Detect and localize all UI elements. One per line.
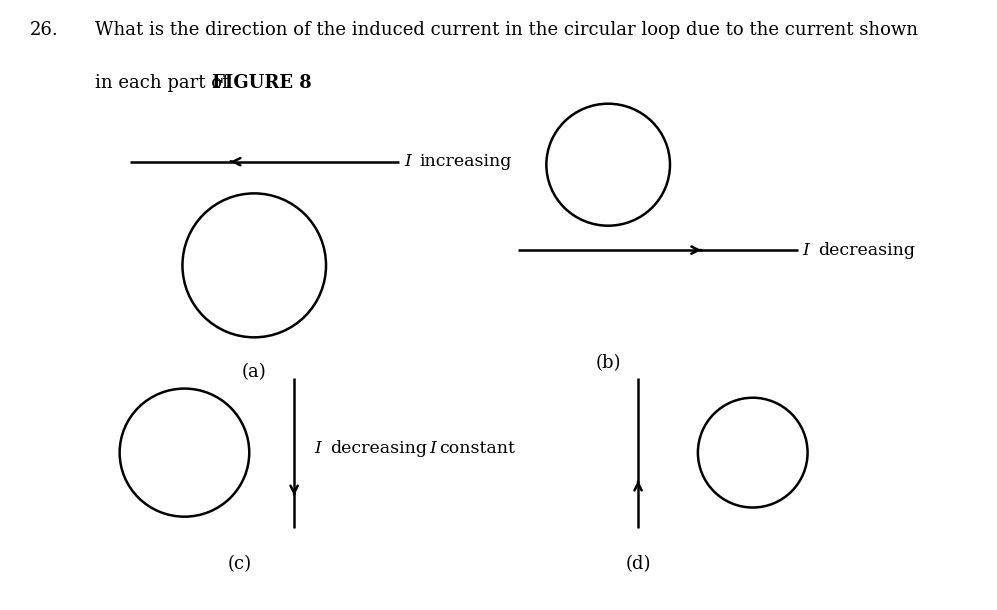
Text: (c): (c) — [227, 555, 251, 573]
Text: I: I — [429, 440, 436, 457]
Text: constant: constant — [440, 440, 515, 457]
Text: decreasing: decreasing — [819, 242, 915, 259]
Text: (b): (b) — [595, 354, 621, 372]
Text: in each part of: in each part of — [95, 74, 234, 93]
Text: I: I — [803, 242, 810, 259]
Text: .: . — [273, 74, 279, 93]
Text: decreasing: decreasing — [330, 440, 427, 457]
Text: (d): (d) — [625, 555, 651, 573]
Text: increasing: increasing — [420, 153, 512, 170]
Text: (a): (a) — [242, 363, 266, 381]
Text: 26.: 26. — [30, 21, 59, 40]
Text: I: I — [314, 440, 321, 457]
Text: What is the direction of the induced current in the circular loop due to the cur: What is the direction of the induced cur… — [95, 21, 917, 40]
Text: I: I — [404, 153, 411, 170]
Text: FIGURE 8: FIGURE 8 — [212, 74, 312, 93]
